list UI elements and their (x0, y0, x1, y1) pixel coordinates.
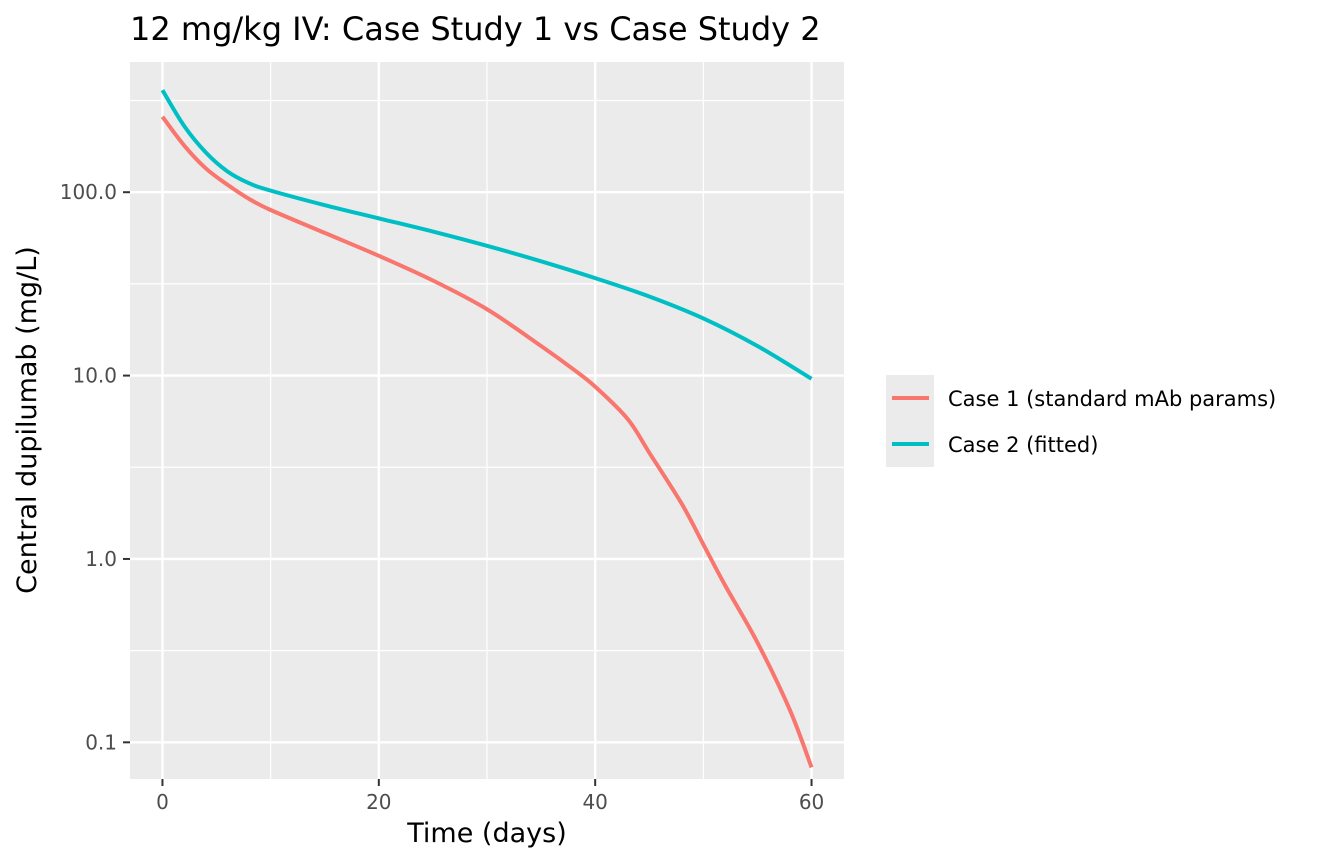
grid (130, 62, 844, 779)
legend: Case 1 (standard mAb params) Case 2 (fit… (886, 375, 1276, 467)
x-tick-label: 40 (582, 790, 607, 814)
legend-label-case-1: Case 1 (standard mAb params) (948, 387, 1276, 411)
y-axis-ticks: 0.1 1.0 10.0 100.0 (60, 180, 130, 754)
series-lines (160, 89, 814, 769)
series-line-case-1 (160, 115, 814, 769)
x-axis-ticks: 0 20 40 60 (156, 779, 824, 814)
series-line-case-2 (160, 89, 813, 381)
x-tick-label: 20 (366, 790, 391, 814)
x-tick-label: 0 (156, 790, 169, 814)
chart-title: 12 mg/kg IV: Case Study 1 vs Case Study … (130, 10, 821, 48)
y-tick-label: 1.0 (85, 547, 117, 571)
y-axis-title: Central dupilumab (mg/L) (12, 246, 43, 594)
y-tick-label: 0.1 (85, 730, 117, 754)
y-tick-label: 10.0 (72, 364, 117, 388)
x-tick-label: 60 (799, 790, 824, 814)
legend-label-case-2: Case 2 (fitted) (948, 433, 1098, 457)
legend-key-background (886, 375, 934, 467)
x-axis-title: Time (days) (406, 818, 566, 849)
y-tick-label: 100.0 (60, 180, 117, 204)
